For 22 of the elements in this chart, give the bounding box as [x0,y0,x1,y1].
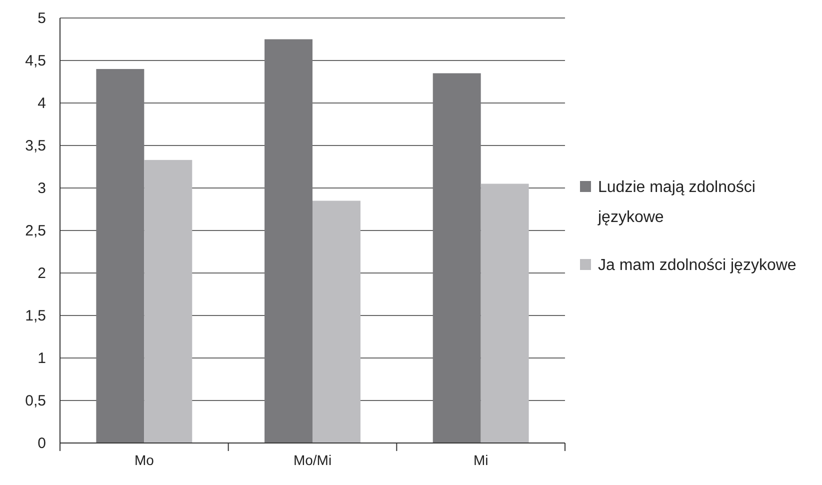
bar [96,69,144,443]
y-tick-label: 2,5 [25,222,46,240]
bar [480,184,529,443]
bar [144,160,192,443]
x-tick-label: Mo/Mi [293,452,332,468]
y-tick-label: 4 [38,94,46,112]
x-tick-label: Mo [134,452,154,468]
y-tick-label: 4,5 [25,52,46,70]
y-tick-label: 0,5 [25,392,46,410]
legend-label: Ja mam zdolności językowe [598,257,796,274]
x-tick-label: Mi [473,452,488,468]
y-tick-label: 0 [38,434,46,452]
bar [264,39,312,443]
legend-label: Ludzie mają zdolności językowe [597,179,756,226]
y-tick-label: 1,5 [25,307,46,324]
y-tick-label: 5 [38,10,46,27]
y-tick-label: 3,5 [25,137,46,154]
y-tick-label: 1 [38,350,46,367]
bar [432,73,481,443]
bar [312,200,360,443]
y-tick-label: 3 [38,180,46,197]
y-tick-label: 2 [38,264,46,282]
